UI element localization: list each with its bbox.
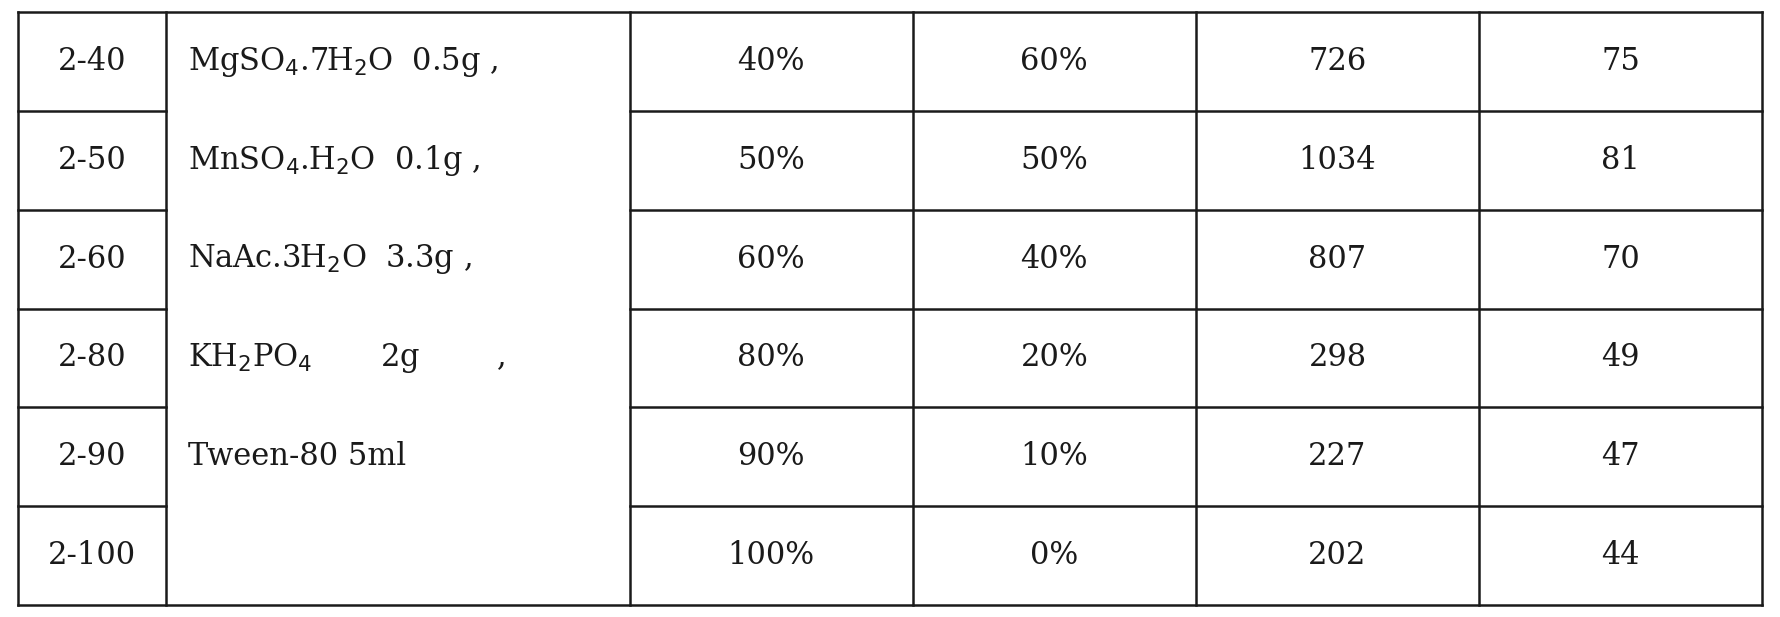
Text: NaAc.3H$_2$O  3.3g ,: NaAc.3H$_2$O 3.3g , <box>187 242 472 276</box>
Text: 75: 75 <box>1602 46 1639 77</box>
Text: 2-50: 2-50 <box>57 145 126 176</box>
Text: 44: 44 <box>1602 540 1639 571</box>
Text: 1034: 1034 <box>1299 145 1376 176</box>
Text: 81: 81 <box>1602 145 1639 176</box>
Text: 47: 47 <box>1602 441 1639 472</box>
Text: 2-100: 2-100 <box>48 540 135 571</box>
Text: 90%: 90% <box>737 441 805 472</box>
Text: 40%: 40% <box>737 46 805 77</box>
Text: 40%: 40% <box>1020 244 1088 275</box>
Text: 50%: 50% <box>1020 145 1088 176</box>
Text: 60%: 60% <box>1020 46 1088 77</box>
Text: MnSO$_4$.H$_2$O  0.1g ,: MnSO$_4$.H$_2$O 0.1g , <box>187 143 481 178</box>
Text: 100%: 100% <box>728 540 815 571</box>
Text: MgSO$_4$.7H$_2$O  0.5g ,: MgSO$_4$.7H$_2$O 0.5g , <box>187 44 498 79</box>
Text: Tween-80 5ml: Tween-80 5ml <box>187 441 406 472</box>
Text: KH$_2$PO$_4$       2g        ,: KH$_2$PO$_4$ 2g , <box>187 341 506 375</box>
Text: 2-80: 2-80 <box>57 342 126 373</box>
Text: 80%: 80% <box>737 342 805 373</box>
Text: 726: 726 <box>1308 46 1367 77</box>
Text: 807: 807 <box>1308 244 1367 275</box>
Text: 49: 49 <box>1602 342 1639 373</box>
Text: 60%: 60% <box>737 244 805 275</box>
Text: 2-40: 2-40 <box>57 46 126 77</box>
Text: 10%: 10% <box>1020 441 1088 472</box>
Text: 0%: 0% <box>1031 540 1079 571</box>
Text: 2-60: 2-60 <box>57 244 126 275</box>
Text: 2-90: 2-90 <box>57 441 126 472</box>
Text: 70: 70 <box>1602 244 1639 275</box>
Text: 298: 298 <box>1308 342 1367 373</box>
Text: 20%: 20% <box>1020 342 1088 373</box>
Text: 202: 202 <box>1308 540 1367 571</box>
Text: 50%: 50% <box>737 145 805 176</box>
Text: 227: 227 <box>1308 441 1367 472</box>
